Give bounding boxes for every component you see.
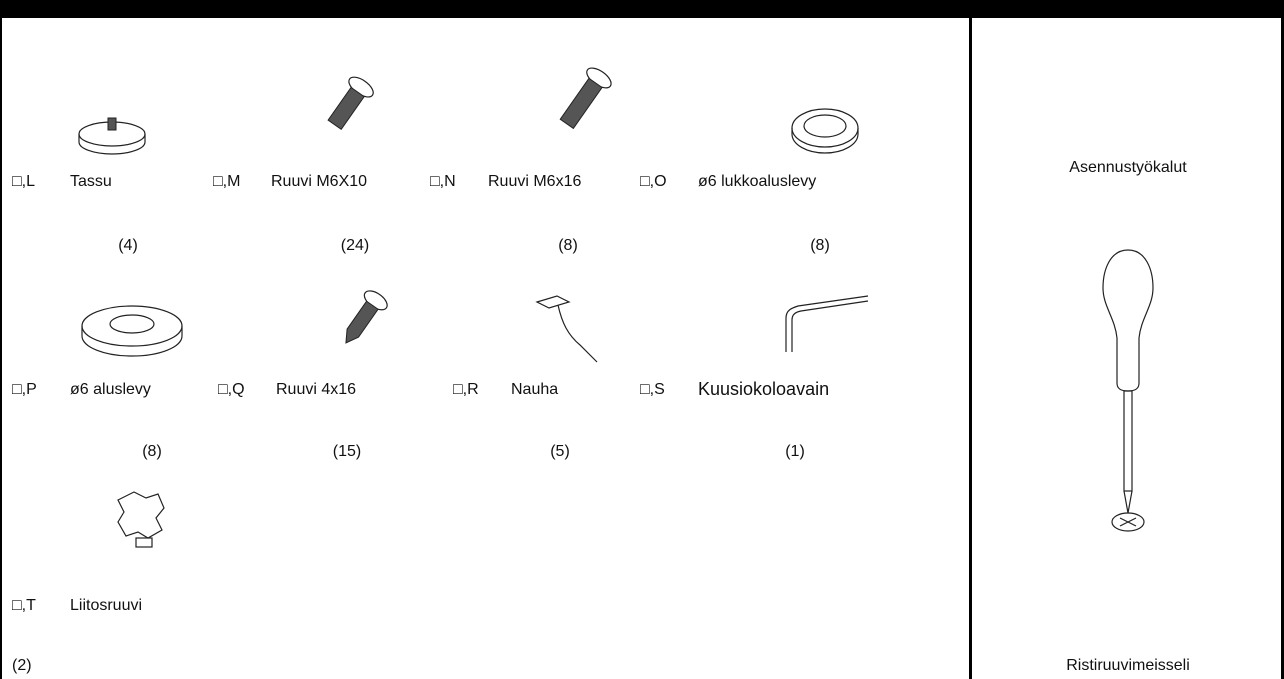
part-name: Ruuvi 4x16 (276, 381, 356, 398)
part-code: □,Q (218, 381, 245, 398)
icon-screw-n (559, 67, 612, 130)
icon-connector (117, 491, 165, 548)
part-count: (2) (12, 657, 32, 674)
part-code: □,M (213, 173, 240, 190)
part-code: □,S (640, 381, 665, 398)
top-bar (0, 0, 1284, 18)
part-name: ø6 lukkoaluslevy (698, 173, 816, 190)
icon-screw-q (345, 290, 388, 344)
part-code: □,N (430, 173, 456, 190)
part-code: □,L (12, 173, 35, 190)
part-count: (5) (550, 443, 570, 460)
icon-foot (78, 117, 146, 155)
icon-lock-washer (791, 108, 859, 154)
part-name: Tassu (70, 173, 112, 190)
part-count: (1) (785, 443, 805, 460)
tools-title: Asennustyökalut (1069, 159, 1187, 176)
icon-screw-m (327, 76, 374, 131)
part-count: (8) (142, 443, 162, 460)
icon-strap (535, 295, 598, 363)
part-name: ø6 aluslevy (70, 381, 151, 398)
part-icons (78, 67, 1154, 548)
part-name: Nauha (511, 381, 558, 398)
tool-name: Ristiruuvimeisseli (1066, 657, 1190, 674)
column-divider (969, 0, 972, 679)
part-name: Kuusiokoloavain (698, 379, 829, 399)
part-code: □,R (453, 381, 479, 398)
part-count: (15) (333, 443, 361, 460)
right-border (1281, 0, 1284, 679)
part-name: Liitosruuvi (70, 597, 142, 614)
part-code: □,P (12, 381, 37, 398)
icon-washer (81, 305, 183, 357)
part-count: (8) (558, 237, 578, 254)
icon-hex-key (785, 295, 869, 352)
part-name: Ruuvi M6x16 (488, 173, 581, 190)
part-code: □,T (12, 597, 36, 614)
part-code: □,O (640, 173, 667, 190)
part-count: (4) (118, 237, 138, 254)
left-border (0, 18, 2, 679)
part-count: (8) (810, 237, 830, 254)
part-name: Ruuvi M6X10 (271, 173, 367, 190)
icon-screwdriver (1102, 249, 1154, 532)
part-count: (24) (341, 237, 369, 254)
